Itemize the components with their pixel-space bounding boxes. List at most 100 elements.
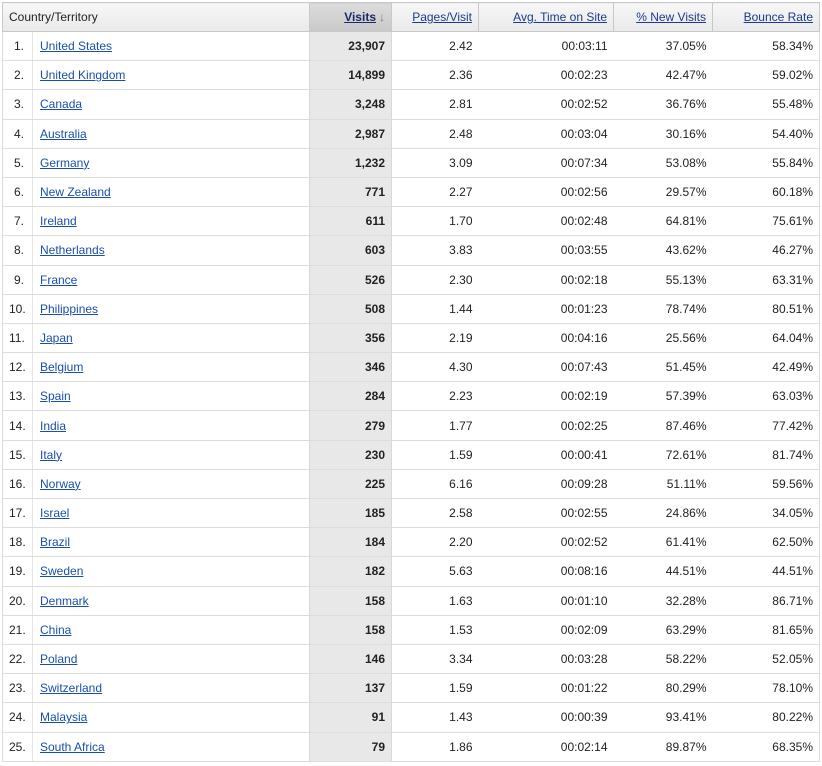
row-rank: 20.	[2, 586, 33, 616]
row-rank: 7.	[2, 206, 33, 237]
country-link[interactable]: Japan	[40, 330, 73, 345]
new-visits-cell: 72.61%	[613, 440, 713, 470]
new-visits-sort-link[interactable]: % New Visits	[636, 10, 706, 24]
pages-per-visit-cell: 2.20	[391, 527, 479, 558]
new-visits-cell: 36.76%	[613, 89, 713, 120]
row-rank: 23.	[2, 673, 33, 704]
visits-cell: 279	[309, 410, 392, 441]
country-cell: Switzerland	[32, 673, 310, 704]
new-visits-cell: 25.56%	[613, 323, 713, 354]
country-link[interactable]: Switzerland	[40, 681, 103, 696]
country-link[interactable]: Philippines	[40, 301, 99, 316]
table-row: 3. Canada 3,248 2.81 00:02:52 36.76% 55.48%	[2, 89, 820, 120]
bounce-rate-sort-link[interactable]: Bounce Rate	[743, 10, 813, 24]
country-cell: Denmark	[32, 586, 310, 616]
country-link[interactable]: Malaysia	[40, 710, 88, 725]
row-rank: 25.	[2, 732, 33, 762]
new-visits-cell: 53.08%	[613, 148, 713, 178]
new-visits-cell: 80.29%	[613, 673, 713, 704]
visits-cell: 611	[309, 206, 392, 237]
pages-per-visit-cell: 1.59	[391, 440, 479, 470]
new-visits-cell: 42.47%	[613, 60, 713, 91]
pages-per-visit-cell: 1.53	[391, 615, 479, 645]
arrow-down-icon[interactable]: ↓	[379, 10, 385, 24]
bounce-rate-cell: 75.61%	[712, 206, 820, 237]
country-cell: Germany	[32, 148, 310, 178]
visits-cell: 771	[309, 177, 392, 208]
country-link[interactable]: France	[40, 272, 78, 287]
avg-time-cell: 00:03:04	[478, 119, 614, 149]
row-rank: 11.	[2, 323, 33, 354]
country-link[interactable]: Italy	[40, 447, 63, 462]
country-link[interactable]: New Zealand	[40, 185, 111, 200]
bounce-rate-cell: 55.48%	[712, 89, 820, 120]
country-link[interactable]: China	[40, 622, 72, 637]
bounce-rate-column-header[interactable]: Bounce Rate	[712, 2, 820, 32]
visits-sort-link[interactable]: Visits	[344, 10, 376, 24]
bounce-rate-cell: 78.10%	[712, 673, 820, 704]
avg-time-cell: 00:07:43	[478, 352, 614, 383]
visits-column-header[interactable]: Visits ↓	[309, 2, 392, 32]
table-row: 1. United States 23,907 2.42 00:03:11 37.05% 5…	[2, 31, 820, 62]
country-cell: South Africa	[32, 732, 310, 762]
table-body: 1. United States 23,907 2.42 00:03:11 37.05% 5…	[2, 31, 820, 762]
country-link[interactable]: Norway	[40, 476, 81, 491]
country-link[interactable]: Ireland	[40, 214, 77, 229]
visits-cell: 346	[309, 352, 392, 383]
country-link[interactable]: Spain	[40, 389, 71, 404]
row-rank: 24.	[2, 702, 33, 733]
row-rank: 10.	[2, 294, 33, 324]
bounce-rate-cell: 44.51%	[712, 556, 820, 587]
pages-per-visit-cell: 3.09	[391, 148, 479, 178]
avg-time-cell: 00:01:22	[478, 673, 614, 704]
table-row: 9. France 526 2.30 00:02:18 55.13% 63.31%	[2, 265, 820, 295]
new-visits-cell: 51.45%	[613, 352, 713, 383]
pages-per-visit-column-header[interactable]: Pages/Visit	[391, 2, 479, 32]
visits-cell: 526	[309, 265, 392, 295]
country-link[interactable]: Israel	[40, 506, 70, 521]
country-cell: Philippines	[32, 294, 310, 324]
pages-per-visit-sort-link[interactable]: Pages/Visit	[412, 10, 472, 24]
new-visits-column-header[interactable]: % New Visits	[613, 2, 713, 32]
country-cell: Poland	[32, 644, 310, 675]
country-link[interactable]: Germany	[40, 155, 90, 170]
bounce-rate-cell: 80.22%	[712, 702, 820, 733]
country-cell: Sweden	[32, 556, 310, 587]
row-rank: 9.	[2, 265, 33, 295]
country-link[interactable]: Belgium	[40, 360, 84, 375]
avg-time-cell: 00:02:55	[478, 498, 614, 529]
country-link[interactable]: Australia	[40, 126, 87, 141]
pages-per-visit-cell: 1.70	[391, 206, 479, 237]
table-row: 5. Germany 1,232 3.09 00:07:34 53.08% 55.84%	[2, 148, 820, 178]
country-link[interactable]: Canada	[40, 97, 83, 112]
pages-per-visit-cell: 2.48	[391, 119, 479, 149]
country-link[interactable]: South Africa	[40, 739, 105, 754]
pages-per-visit-cell: 1.44	[391, 294, 479, 324]
new-visits-cell: 61.41%	[613, 527, 713, 558]
country-link[interactable]: Brazil	[40, 535, 71, 550]
row-rank: 15.	[2, 440, 33, 470]
country-cell: India	[32, 410, 310, 441]
new-visits-cell: 58.22%	[613, 644, 713, 675]
pages-per-visit-cell: 4.30	[391, 352, 479, 383]
new-visits-cell: 55.13%	[613, 265, 713, 295]
avg-time-sort-link[interactable]: Avg. Time on Site	[513, 10, 607, 24]
bounce-rate-cell: 81.65%	[712, 615, 820, 645]
country-link[interactable]: United Kingdom	[40, 68, 126, 83]
country-link[interactable]: United States	[40, 39, 113, 54]
country-link[interactable]: Denmark	[40, 593, 89, 608]
country-link[interactable]: Sweden	[40, 564, 84, 579]
table-row: 13. Spain 284 2.23 00:02:19 57.39% 63.03%	[2, 381, 820, 412]
bounce-rate-cell: 60.18%	[712, 177, 820, 208]
country-link[interactable]: Poland	[40, 652, 78, 667]
country-link[interactable]: Netherlands	[40, 243, 105, 258]
avg-time-column-header[interactable]: Avg. Time on Site	[478, 2, 614, 32]
bounce-rate-cell: 63.03%	[712, 381, 820, 412]
table-row: 21. China 158 1.53 00:02:09 63.29% 81.65%	[2, 615, 820, 645]
table-row: 10. Philippines 508 1.44 00:01:23 78.74% 80.51…	[2, 294, 820, 324]
bounce-rate-cell: 62.50%	[712, 527, 820, 558]
country-link[interactable]: India	[40, 418, 67, 433]
bounce-rate-cell: 64.04%	[712, 323, 820, 354]
